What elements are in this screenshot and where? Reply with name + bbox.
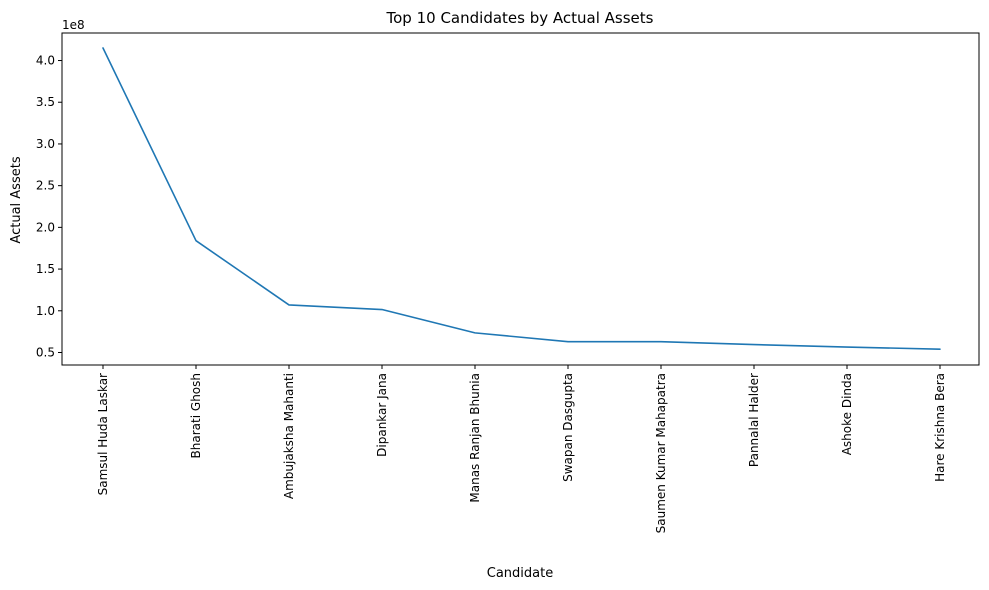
x-tick-label: Ambujaksha Mahanti [282, 373, 296, 499]
x-tick-label: Bharati Ghosh [189, 373, 203, 458]
axes-frame [61, 32, 980, 366]
x-tick-label: Samsul Huda Laskar [96, 373, 110, 495]
series-line [102, 47, 941, 350]
x-tick-label: Swapan Dasgupta [561, 373, 575, 482]
x-axis-label: Candidate [487, 566, 553, 581]
y-tick-label: 0.5 [36, 345, 55, 359]
x-tick-label: Pannalal Halder [747, 373, 761, 467]
y-tick-label: 4.0 [36, 54, 55, 68]
x-tick-label: Manas Ranjan Bhunia [468, 373, 482, 503]
y-tick-label: 3.0 [36, 137, 55, 151]
x-tick-label: Saumen Kumar Mahapatra [654, 373, 668, 533]
x-tick-label: Ashoke Dinda [840, 373, 854, 455]
plot-area: 0.5 1.0 1.5 2.0 2.5 3.0 3.5 4.0 Samsul Huda Lask… [36, 32, 980, 533]
y-tick-label: 2.5 [36, 179, 55, 193]
y-tick-label: 1.0 [36, 304, 55, 318]
y-tick-label: 3.5 [36, 95, 55, 109]
y-tick-label: 2.0 [36, 220, 55, 234]
y-offset-label: 1e8 [62, 18, 85, 32]
x-tick-label: Hare Krishna Bera [933, 373, 947, 482]
chart-title: Top 10 Candidates by Actual Assets [386, 9, 654, 27]
x-tick-label: Dipankar Jana [375, 373, 389, 457]
y-axis-label: Actual Assets [9, 156, 24, 243]
y-tick-label: 1.5 [36, 262, 55, 276]
